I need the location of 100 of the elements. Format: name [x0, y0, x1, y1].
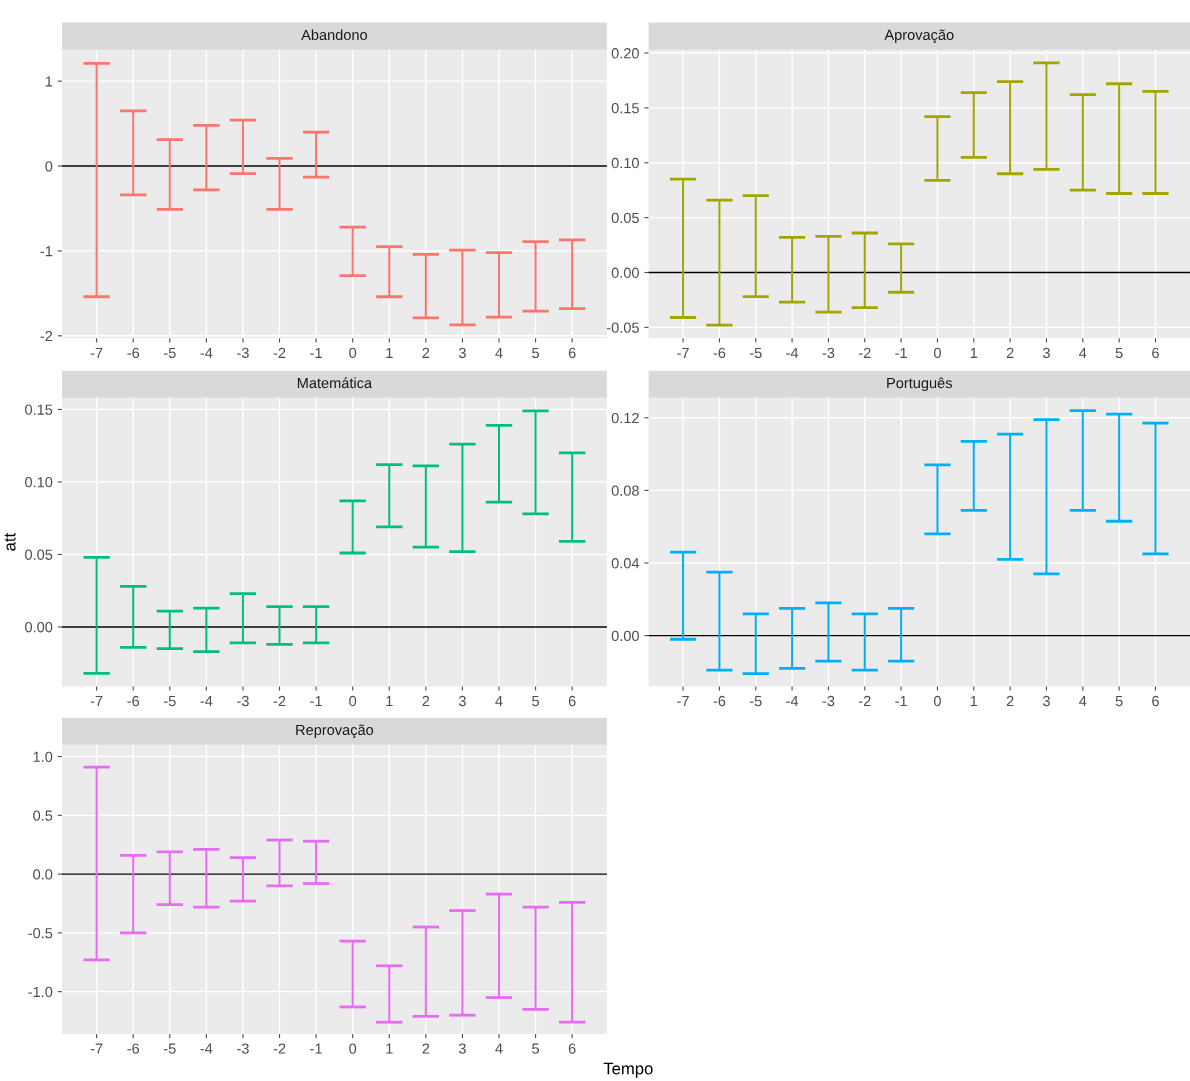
x-tick-label: 3: [458, 1043, 466, 1054]
x-tick-label: 2: [422, 1043, 430, 1054]
x-tick-label: -1: [895, 347, 907, 358]
chart-title: Reprovação: [296, 724, 374, 739]
x-tick-label: -7: [90, 347, 103, 358]
x-axis-title: Tempo: [603, 1062, 653, 1078]
x-tick-label: -4: [200, 696, 213, 707]
x-tick-label: -2: [858, 695, 871, 707]
y-tick-label: 1: [45, 76, 53, 87]
x-tick-label: -1: [895, 696, 907, 707]
x-tick-label: 3: [1042, 347, 1050, 359]
x-tick-label: 2: [422, 695, 430, 707]
x-tick-label: -2: [858, 347, 871, 358]
y-axis-title: att: [4, 532, 16, 551]
x-tick-label: 5: [532, 347, 540, 359]
x-tick-label: 0: [349, 695, 357, 707]
x-tick-label: 3: [458, 695, 466, 707]
x-tick-label: 1: [386, 696, 393, 707]
x-tick-label: -7: [677, 696, 689, 707]
x-tick-label: -4: [786, 696, 799, 707]
y-tick-label: 0.00: [25, 622, 53, 633]
x-tick-label: -4: [200, 1043, 213, 1054]
y-tick-label: 0.12: [611, 412, 639, 424]
y-tick-label: 0.15: [25, 404, 53, 415]
y-tick-label: 0.15: [611, 102, 639, 114]
x-tick-label: 6: [568, 695, 576, 707]
x-tick-label: -6: [713, 695, 726, 707]
x-tick-label: 6: [1152, 347, 1159, 359]
y-tick-label: 0.05: [611, 212, 639, 224]
x-tick-label: -7: [90, 1043, 103, 1054]
y-tick-label: 0.00: [611, 630, 639, 642]
x-tick-label: -7: [677, 347, 689, 358]
x-tick-label: 4: [495, 696, 503, 707]
x-tick-label: 5: [532, 1043, 540, 1054]
x-tick-label: 0: [349, 1043, 357, 1054]
y-tick-label: 1.0: [33, 751, 53, 762]
x-tick-label: 4: [495, 347, 503, 358]
x-tick-label: -2: [273, 347, 286, 358]
y-tick-label: -1: [40, 246, 53, 257]
y-tick-label: -1.0: [28, 986, 53, 998]
x-tick-label: 1: [970, 347, 978, 358]
x-tick-label: -5: [163, 1043, 176, 1054]
x-tick-label: 6: [568, 347, 576, 359]
x-tick-label: -6: [127, 695, 140, 707]
x-tick-label: -1: [310, 1043, 322, 1054]
x-tick-label: -6: [127, 1043, 140, 1054]
x-tick-label: -5: [163, 696, 176, 707]
x-tick-label: -3: [822, 695, 835, 707]
x-tick-label: -7: [90, 696, 103, 707]
x-tick-label: -2: [273, 695, 286, 707]
chart-title: Aprovação: [884, 29, 954, 43]
y-tick-label: -0.05: [606, 322, 639, 333]
x-tick-label: 4: [1079, 696, 1087, 707]
x-tick-label: 0: [349, 347, 357, 359]
x-tick-label: 2: [1006, 347, 1014, 358]
x-tick-label: -5: [749, 347, 762, 359]
x-tick-label: 5: [1115, 696, 1123, 707]
chart-title: Abandono: [301, 29, 368, 41]
y-tick-label: -2: [40, 330, 53, 342]
x-tick-label: 2: [1006, 695, 1014, 707]
x-tick-label: -4: [786, 347, 799, 358]
x-tick-label: 3: [458, 347, 466, 359]
x-tick-label: 5: [1115, 347, 1123, 359]
y-tick-label: 0.10: [25, 477, 53, 488]
y-tick-label: 0.10: [611, 157, 639, 169]
x-tick-label: 4: [1079, 347, 1087, 358]
x-tick-label: 5: [532, 696, 540, 707]
x-tick-label: -5: [163, 347, 176, 359]
x-tick-label: 1: [386, 1043, 393, 1054]
x-tick-label: -2: [273, 1043, 286, 1054]
x-tick-label: -6: [127, 347, 140, 359]
x-tick-label: -3: [237, 347, 249, 359]
y-tick-label: 0.20: [611, 48, 639, 59]
x-tick-label: -6: [713, 347, 726, 359]
x-tick-label: 6: [1152, 695, 1159, 707]
x-tick-label: -1: [310, 347, 322, 358]
x-tick-label: -5: [749, 696, 762, 707]
x-tick-label: 0: [933, 347, 941, 359]
chart-title: Português: [887, 377, 952, 392]
x-tick-label: 3: [1042, 695, 1050, 707]
chart-title: Matemática: [297, 377, 373, 389]
x-tick-label: 0: [933, 695, 941, 707]
x-tick-label: -1: [310, 696, 322, 707]
x-tick-label: 1: [386, 347, 393, 358]
y-tick-label: 0.04: [611, 558, 640, 569]
y-tick-label: 0.0: [33, 869, 53, 880]
y-tick-label: -0.5: [28, 927, 53, 939]
y-tick-label: 0.08: [611, 485, 639, 496]
y-tick-label: 0: [45, 161, 53, 172]
x-tick-label: 6: [568, 1043, 576, 1054]
y-tick-label: 0.5: [33, 810, 53, 821]
y-tick-label: 0.00: [611, 267, 639, 278]
x-tick-label: 4: [495, 1043, 503, 1054]
x-tick-label: -3: [237, 695, 249, 707]
y-tick-label: 0.05: [25, 549, 53, 560]
x-tick-label: -3: [237, 1043, 249, 1054]
x-tick-label: -3: [822, 347, 835, 359]
x-tick-label: 1: [970, 696, 978, 707]
x-tick-label: 2: [422, 347, 430, 358]
x-tick-label: -4: [200, 347, 213, 358]
